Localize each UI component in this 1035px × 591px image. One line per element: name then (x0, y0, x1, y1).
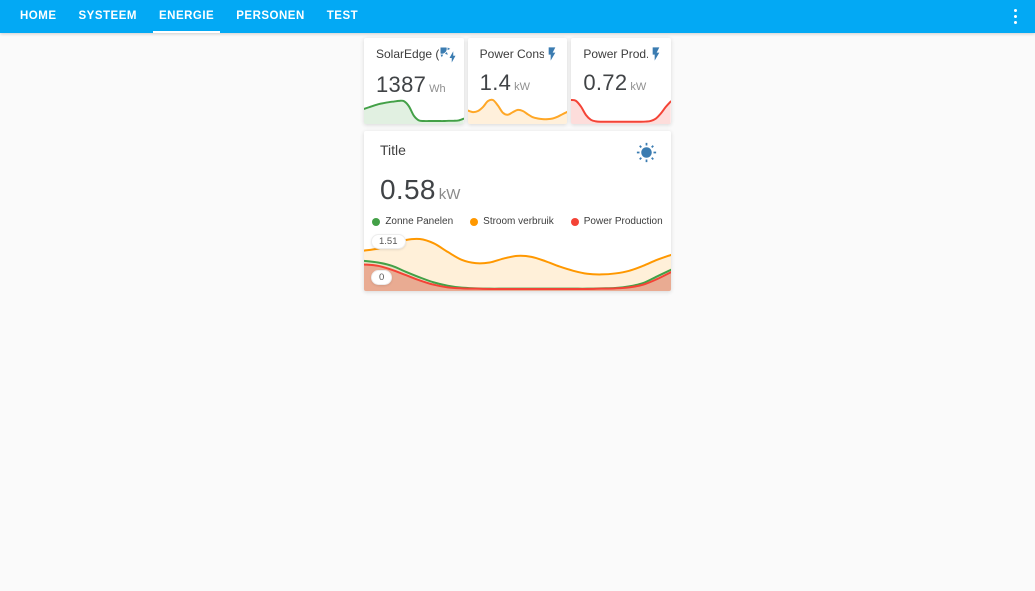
tab-bar: HOME SYSTEEM ENERGIE PERSONEN TEST (0, 0, 369, 33)
flash-icon (648, 46, 664, 67)
sensor-card-name: SolarEdge (... (376, 47, 439, 61)
tab-energie[interactable]: ENERGIE (152, 0, 221, 33)
legend-dot (372, 217, 381, 226)
tab-home[interactable]: HOME (20, 9, 57, 22)
legend-label: Stroom verbruik (483, 216, 554, 227)
history-graph-svg (364, 237, 671, 291)
tab-systeem[interactable]: SYSTEEM (78, 9, 137, 22)
tab-personen[interactable]: PERSONEN (236, 9, 305, 22)
legend-dot (470, 217, 479, 226)
current-unit: kW (438, 186, 461, 203)
sensor-unit: Wh (429, 83, 446, 95)
sensor-unit: kW (514, 81, 531, 93)
sensor-card-name: Power Prod... (583, 47, 648, 61)
solar-power-icon (439, 46, 457, 69)
tab-test[interactable]: TEST (326, 9, 359, 22)
dashboard-view: SolarEdge (... 1387 Wh Power Cons... 1.4… (364, 38, 672, 291)
legend-label: Power Production (583, 216, 663, 227)
graph-legend: Zonne Panelen Stroom verbruik Power Prod… (364, 206, 671, 227)
sensor-value: 0.72 (583, 70, 628, 95)
sensor-card-solaredge[interactable]: SolarEdge (... 1387 Wh (364, 38, 464, 124)
legend-item-zonne-panelen: Zonne Panelen (372, 216, 453, 227)
legend-dot (570, 217, 579, 226)
sensor-card-power-consumption[interactable]: Power Cons... 1.4 kW (467, 38, 568, 124)
sensor-value: 1387 (376, 72, 427, 97)
dots-vertical-icon[interactable] (1010, 5, 1022, 29)
sparkline-graph (364, 99, 464, 124)
history-graph: 1.51 0 (364, 231, 671, 291)
sparkline-graph (571, 99, 672, 124)
flash-icon (544, 46, 560, 67)
card-title: Title (380, 142, 406, 158)
sparkline-graph (467, 98, 568, 124)
sensor-card-name: Power Cons... (479, 47, 545, 61)
sensor-unit: kW (630, 81, 647, 93)
y-axis-max-badge: 1.51 (371, 234, 406, 249)
sensor-value: 1.4 (479, 70, 512, 95)
y-axis-min-badge: 0 (371, 270, 393, 285)
legend-item-stroom-verbruik: Stroom verbruik (470, 216, 554, 227)
energy-overview-card[interactable]: Title 0.58 kW Zonne Panelen Stroom verbr… (364, 131, 671, 291)
legend-label: Zonne Panelen (385, 216, 454, 227)
top-navbar: HOME SYSTEEM ENERGIE PERSONEN TEST (0, 0, 1035, 33)
current-value: 0.58 (380, 174, 436, 205)
sensor-card-power-production[interactable]: Power Prod... 0.72 kW (571, 38, 672, 124)
sensor-cards-row: SolarEdge (... 1387 Wh Power Cons... 1.4… (364, 38, 672, 124)
sun-icon (636, 142, 657, 168)
legend-item-power-production: Power Production (570, 216, 663, 227)
